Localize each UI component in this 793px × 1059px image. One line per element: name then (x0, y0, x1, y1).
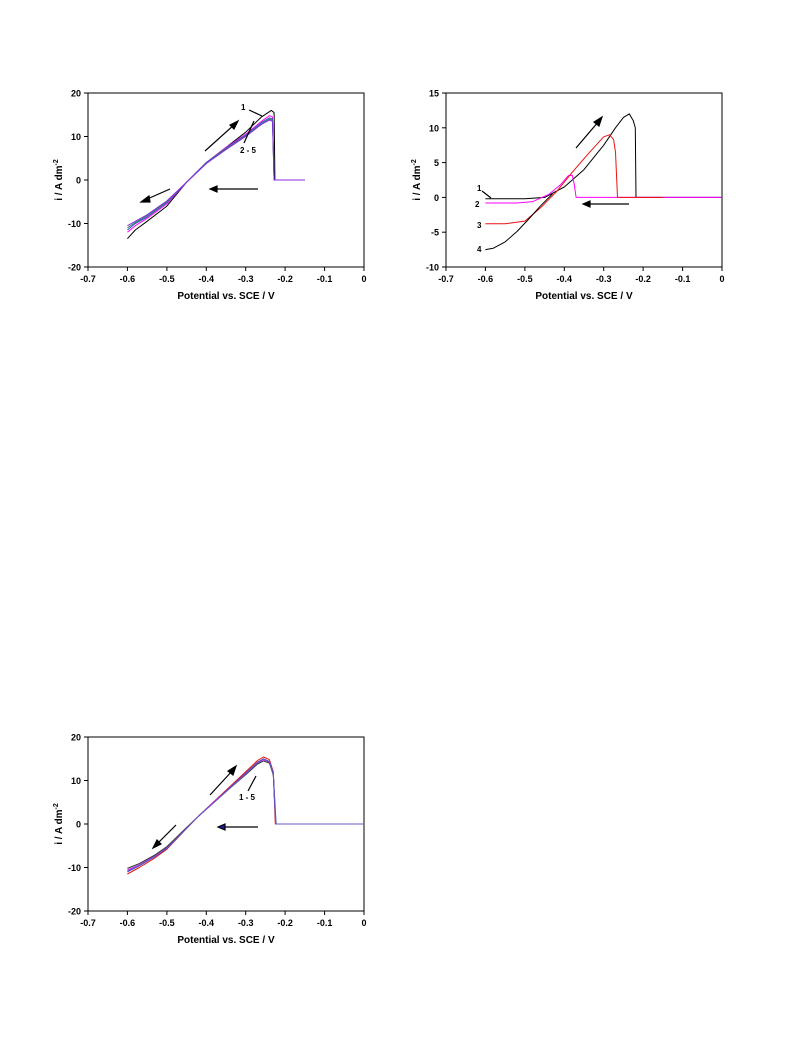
series-line-3 (485, 134, 663, 225)
y-tick-label: -5 (431, 228, 439, 238)
x-tick-label: -0.7 (80, 274, 96, 284)
x-tick-marks (87, 911, 365, 915)
series-line-5 (127, 758, 364, 872)
x-tick-label: 0 (719, 274, 724, 284)
x-axis-title: Potential vs. SCE / V (177, 935, 275, 946)
x-tick-label: -0.3 (238, 274, 254, 284)
y-tick-label: -20 (68, 263, 81, 273)
y-tick-label: 0 (76, 176, 81, 186)
y-axis-title: i / A dm-2 (53, 803, 65, 845)
series-line-1 (485, 113, 722, 200)
y-tick-label: 10 (71, 132, 81, 142)
y-axis-title: i / A dm-2 (53, 159, 65, 201)
x-tick-label: -0.1 (317, 918, 333, 928)
series-line-1 (127, 109, 305, 240)
x-tick-label: -0.1 (317, 274, 333, 284)
x-tick-marks (445, 267, 723, 271)
y-tick-marks (84, 92, 88, 268)
series-line-2 (127, 758, 364, 873)
curve-label: 2 - 5 (240, 146, 257, 155)
series-line-2 (485, 174, 722, 204)
plot-series-group (485, 113, 722, 251)
curve-label: 1 - 5 (239, 793, 256, 802)
y-tick-label: 20 (71, 89, 81, 99)
y-tick-label: -10 (68, 219, 81, 229)
x-tick-label: -0.4 (557, 274, 573, 284)
series-line-5 (127, 119, 305, 227)
x-tick-label: -0.7 (80, 918, 96, 928)
x-tick-label: -0.4 (199, 918, 215, 928)
plot-series-group (127, 756, 364, 875)
x-tick-label: -0.6 (120, 918, 136, 928)
cv-chart-top-right: -0.7 -0.6 -0.5 -0.4 -0.3 -0.2 -0.1 0 15 … (411, 89, 725, 303)
annotations (139, 109, 263, 203)
curve-label: 1 (477, 184, 482, 193)
x-tick-label: -0.1 (675, 274, 691, 284)
x-tick-label: -0.7 (438, 274, 454, 284)
x-axis-title: Potential vs. SCE / V (535, 291, 633, 302)
x-tick-label: -0.3 (596, 274, 612, 284)
y-tick-label: -10 (68, 863, 81, 873)
cv-chart-bottom-left: -0.7 -0.6 -0.5 -0.4 -0.3 -0.2 -0.1 0 20 … (53, 733, 367, 947)
x-tick-label: -0.3 (238, 918, 254, 928)
plot-series-group (127, 109, 305, 240)
series-line-3 (127, 759, 364, 871)
y-tick-label: -10 (426, 263, 439, 273)
y-tick-label: -20 (68, 907, 81, 917)
x-tick-label: -0.4 (199, 274, 215, 284)
y-tick-marks (84, 736, 88, 912)
x-tick-label: -0.5 (517, 274, 533, 284)
x-tick-label: 0 (361, 918, 366, 928)
curve-label: 1 (241, 103, 246, 112)
x-tick-label: -0.5 (159, 274, 175, 284)
curve-label: 2 (475, 200, 480, 209)
annotations (151, 764, 258, 850)
y-axis-title: i / A dm-2 (411, 159, 423, 201)
y-tick-label: 5 (434, 158, 439, 168)
x-tick-label: -0.2 (277, 918, 293, 928)
annotations (481, 115, 629, 208)
x-axis-title: Potential vs. SCE / V (177, 291, 275, 302)
x-tick-label: -0.2 (635, 274, 651, 284)
curve-label: 3 (477, 221, 482, 230)
plot-frame (445, 92, 723, 268)
y-tick-label: 10 (429, 123, 439, 133)
x-tick-label: -0.5 (159, 918, 175, 928)
y-tick-label: 10 (71, 776, 81, 786)
series-line-4 (485, 193, 553, 251)
y-tick-label: 15 (429, 89, 439, 99)
x-tick-label: 0 (361, 274, 366, 284)
x-tick-label: -0.6 (478, 274, 494, 284)
x-tick-label: -0.6 (120, 274, 136, 284)
cv-chart-top-left: -0.7 -0.6 -0.5 -0.4 -0.3 -0.2 -0.1 0 20 … (53, 89, 367, 303)
y-tick-label: 20 (71, 733, 81, 743)
y-tick-label: 0 (76, 820, 81, 830)
y-tick-marks (442, 92, 446, 268)
curve-label: 4 (477, 245, 482, 254)
x-tick-label: -0.2 (277, 274, 293, 284)
y-tick-label: 0 (434, 193, 439, 203)
x-tick-marks (87, 267, 365, 271)
